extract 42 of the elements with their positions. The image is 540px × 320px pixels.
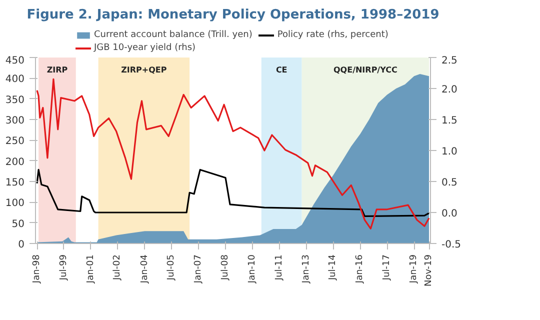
y-tick-label: 0 <box>18 240 25 250</box>
x-tick-label: Jul-02 <box>112 254 123 282</box>
x-tick-label: Jan-19 <box>409 254 420 284</box>
line-series <box>36 168 430 218</box>
y-tick-label: 300 <box>5 116 25 126</box>
x-tick-label: Jan-04 <box>140 254 150 284</box>
x-tick-label: Jan-01 <box>86 254 96 284</box>
legend-label: JGB 10-year yield (rhs) <box>94 43 196 53</box>
y2-tick-label: 1.0 <box>442 146 458 158</box>
y-tick-label: 150 <box>5 178 25 188</box>
chart-title: Figure 2. Japan: Monetary Policy Operations, 1998–2019 <box>26 8 440 22</box>
x-tick-label: Jul-99 <box>58 254 69 282</box>
y2-tick-label: 0.0 <box>442 208 458 220</box>
x-tick-label: Jan-98 <box>32 254 42 284</box>
y-tick-label: 200 <box>5 156 25 168</box>
y-tick-label: 50 <box>12 218 25 230</box>
x-tick-label: Jul-17 <box>382 254 392 282</box>
x-tick-label: Jan-16 <box>355 254 366 284</box>
y-tick-label: 400 <box>5 74 25 86</box>
x-tick-label: Jul-11 <box>274 254 284 282</box>
x-tick-label: Jul-08 <box>220 254 230 282</box>
legend-label: Current account balance (Trill. yen) <box>94 30 252 40</box>
band-label: CE <box>276 66 288 74</box>
x-tick-label: Nov-19 <box>424 254 434 287</box>
band-label: ZIRP <box>46 66 68 74</box>
y2-tick-label: 2.0 <box>442 84 458 96</box>
x-tick-label: Jul-05 <box>166 254 177 282</box>
band-label: QQE/NIRP/YCC <box>334 66 398 74</box>
y-tick-label: 250 <box>5 136 25 148</box>
x-tick-label: Jan-10 <box>247 254 258 284</box>
band-label: ZIRP+QEP <box>121 66 167 74</box>
x-tick-label: Jan-13 <box>301 254 312 284</box>
x-tick-label: Jan-07 <box>194 254 204 284</box>
y2-tick-label: 2.5 <box>442 56 458 66</box>
y-tick-label: 450 <box>5 56 25 66</box>
y2-tick-label: -0.5 <box>442 240 462 250</box>
y-tick-label: 350 <box>5 94 25 106</box>
y2-tick-label: 0.5 <box>442 178 458 188</box>
legend-label: Policy rate (rhs, percent) <box>277 30 388 40</box>
y2-tick-label: 1.5 <box>442 116 458 126</box>
x-tick-label: Jul-14 <box>328 254 338 282</box>
y-tick-label: 100 <box>5 198 25 210</box>
